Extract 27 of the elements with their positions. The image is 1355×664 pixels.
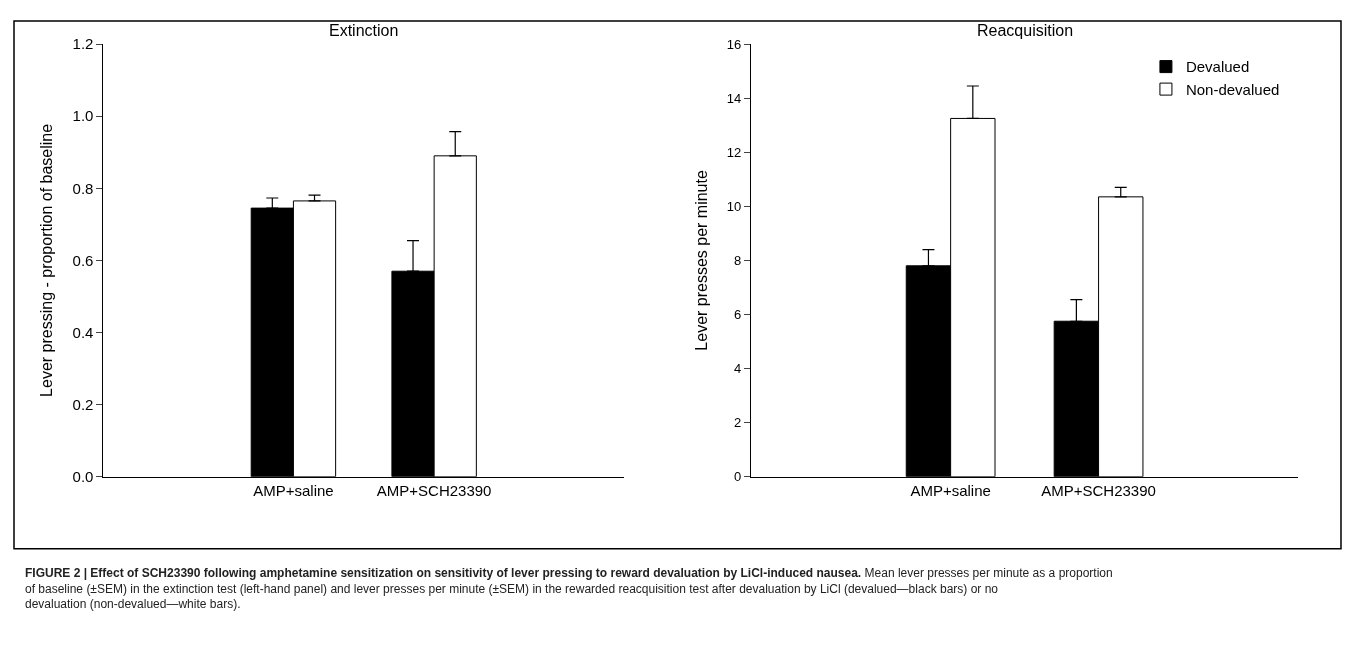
- y-tick-label: 0.8: [72, 179, 94, 197]
- x-tick-label: AMP+SCH23390: [376, 481, 492, 499]
- y-tick-label: 0: [734, 469, 742, 485]
- y-tick-label: 1.2: [72, 35, 94, 53]
- y-tick-label: 0.2: [72, 395, 94, 413]
- chart-title: Reacquisition: [977, 22, 1074, 39]
- y-axis-title: Lever presses per minute: [692, 170, 710, 351]
- y-tick-label: 14: [726, 90, 742, 106]
- x-tick-label: AMP+saline: [253, 481, 334, 499]
- y-tick-label: 0.6: [72, 251, 94, 269]
- caption: FIGURE 2 | Effect of SCH23390 following amphetamine sensitization on sensitivity of lever pressing to reward devaluation by LiCl-induced nausea.: [25, 566, 862, 580]
- y-tick-label: 2: [734, 415, 742, 431]
- x-tick-label: AMP+saline: [910, 481, 991, 499]
- y-tick-label: 8: [734, 252, 742, 268]
- x-tick-label: AMP+SCH23390: [1041, 481, 1156, 499]
- y-tick-label: 4: [734, 361, 742, 377]
- y-tick-label: 0.4: [72, 323, 94, 341]
- y-tick-label: 10: [726, 198, 742, 214]
- y-tick-label: 1.0: [72, 107, 94, 125]
- y-tick-label: 6: [734, 307, 742, 323]
- legend-label: Non-devalued: [1185, 80, 1280, 98]
- legend-label: Devalued: [1185, 58, 1250, 76]
- y-tick-label: 0.0: [72, 467, 94, 485]
- chart-title: Extinction: [329, 22, 399, 39]
- y-axis-title: Lever pressing - proportion of baseline: [38, 123, 56, 397]
- y-tick-label: 12: [726, 144, 742, 160]
- y-tick-label: 16: [726, 36, 742, 52]
